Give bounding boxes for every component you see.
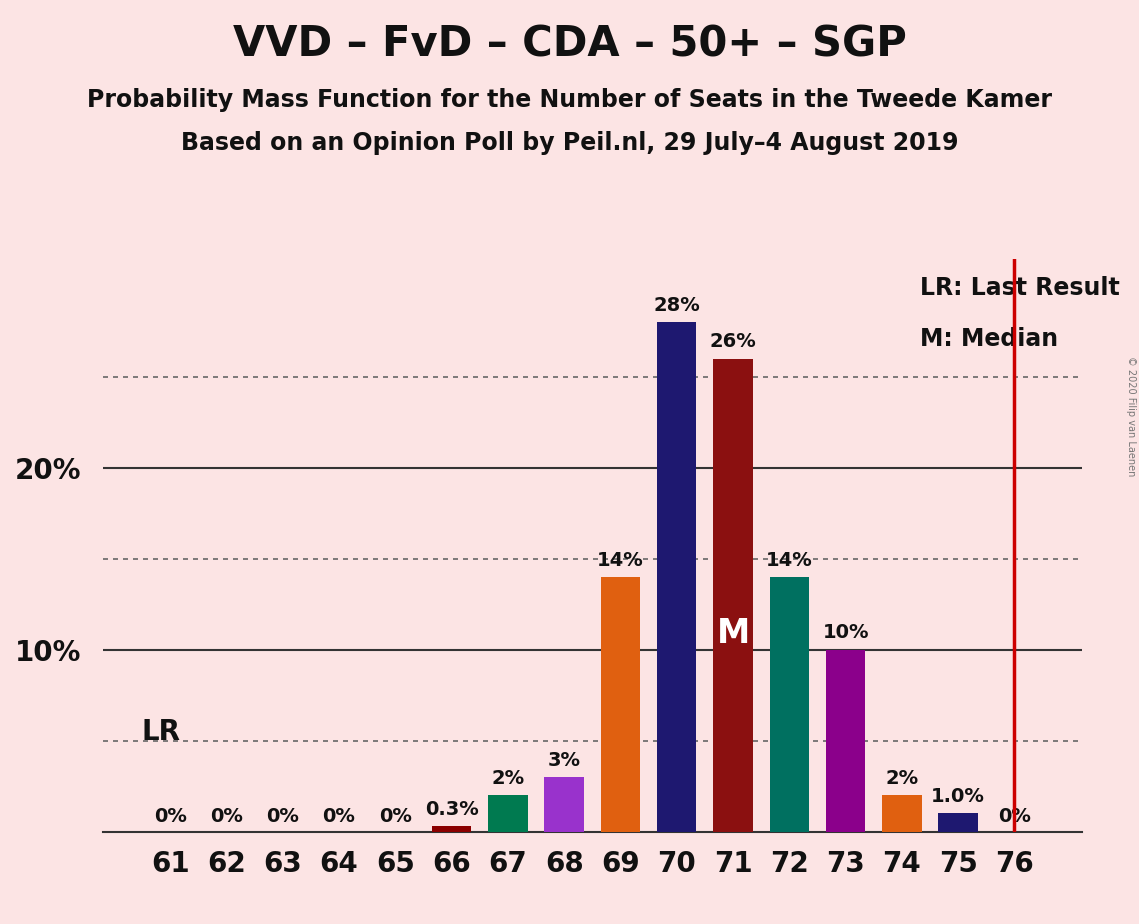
Bar: [939, 813, 978, 832]
Text: 28%: 28%: [654, 296, 700, 315]
Text: 14%: 14%: [765, 551, 813, 570]
Text: M: Median: M: Median: [920, 327, 1058, 351]
Bar: [432, 826, 472, 832]
Bar: [883, 796, 921, 832]
Bar: [826, 650, 866, 832]
Text: LR: Last Result: LR: Last Result: [920, 276, 1120, 300]
Text: 10%: 10%: [822, 624, 869, 642]
Text: 2%: 2%: [885, 769, 918, 788]
Bar: [600, 577, 640, 832]
Text: 0%: 0%: [322, 808, 355, 826]
Bar: [713, 359, 753, 832]
Text: 2%: 2%: [491, 769, 524, 788]
Text: 14%: 14%: [597, 551, 644, 570]
Text: © 2020 Filip van Laenen: © 2020 Filip van Laenen: [1126, 356, 1136, 476]
Text: Probability Mass Function for the Number of Seats in the Tweede Kamer: Probability Mass Function for the Number…: [87, 88, 1052, 112]
Text: 0%: 0%: [379, 808, 411, 826]
Text: 26%: 26%: [710, 333, 756, 351]
Text: 3%: 3%: [548, 751, 581, 770]
Text: 0%: 0%: [154, 808, 187, 826]
Text: LR: LR: [142, 718, 181, 746]
Text: 0%: 0%: [998, 808, 1031, 826]
Text: 0%: 0%: [210, 808, 243, 826]
Text: 0%: 0%: [267, 808, 300, 826]
Bar: [657, 322, 696, 832]
Text: 1.0%: 1.0%: [932, 787, 985, 806]
Text: VVD – FvD – CDA – 50+ – SGP: VVD – FvD – CDA – 50+ – SGP: [232, 23, 907, 65]
Text: 0.3%: 0.3%: [425, 800, 478, 819]
Bar: [770, 577, 809, 832]
Text: Based on an Opinion Poll by Peil.nl, 29 July–4 August 2019: Based on an Opinion Poll by Peil.nl, 29 …: [181, 131, 958, 155]
Text: M: M: [716, 616, 749, 650]
Bar: [544, 777, 584, 832]
Bar: [489, 796, 527, 832]
